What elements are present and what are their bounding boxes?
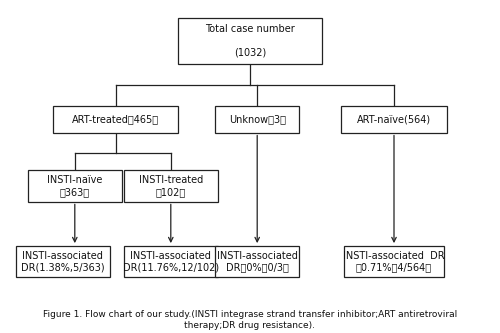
FancyBboxPatch shape [124,170,218,201]
FancyBboxPatch shape [28,170,122,201]
Text: Unknow（3）: Unknow（3） [228,114,285,124]
FancyBboxPatch shape [341,106,447,133]
FancyBboxPatch shape [53,106,178,133]
Text: INSTI-treated
（102）: INSTI-treated （102） [138,175,203,197]
Text: INSTI-naïve
（363）: INSTI-naïve （363） [47,175,102,197]
FancyBboxPatch shape [178,18,322,64]
Text: INSTI-associated
DR(11.76%,12/102): INSTI-associated DR(11.76%,12/102) [122,251,219,272]
FancyBboxPatch shape [215,246,299,277]
Text: INSTI-associated
DR（0%，0/3）: INSTI-associated DR（0%，0/3） [217,251,298,272]
Text: Figure 1. Flow chart of our study.(INSTI integrase strand transfer inhibitor;ART: Figure 1. Flow chart of our study.(INSTI… [43,310,457,330]
FancyBboxPatch shape [124,246,218,277]
Text: ART-naïve(564): ART-naïve(564) [357,114,431,124]
Text: INSTI-associated
DR(1.38%,5/363): INSTI-associated DR(1.38%,5/363) [21,251,104,272]
Text: ART-treated（465）: ART-treated（465） [72,114,159,124]
Text: Total case number

(1032): Total case number (1032) [205,24,295,57]
FancyBboxPatch shape [215,106,299,133]
FancyBboxPatch shape [16,246,110,277]
Text: INSTI-associated  DR
（0.71%，4/564）: INSTI-associated DR （0.71%，4/564） [343,251,445,272]
FancyBboxPatch shape [344,246,444,277]
